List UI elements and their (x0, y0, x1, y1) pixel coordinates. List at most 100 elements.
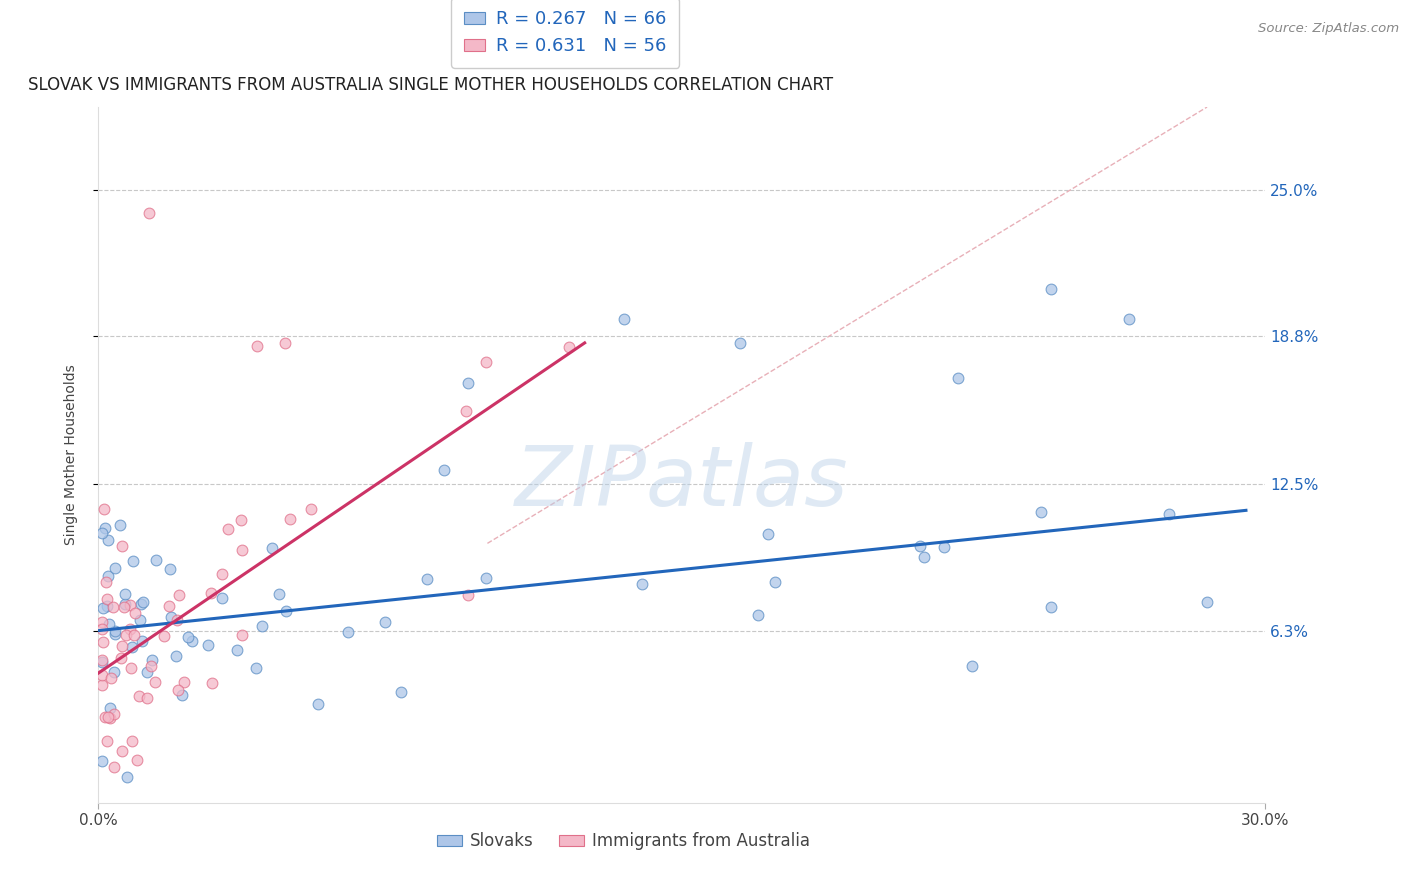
Point (91, 634, 114, 648)
Point (747, 607, 769, 622)
Point (226, 643, 249, 657)
Point (267, 587, 290, 601)
Point (1040, 282, 1063, 296)
Point (91, 655, 114, 669)
Point (104, 561, 127, 575)
Point (96, 592, 118, 607)
Point (91, 668, 114, 682)
Point (730, 335, 752, 350)
Point (245, 660, 267, 674)
Point (96, 575, 118, 590)
Point (136, 690, 159, 705)
Point (91, 615, 114, 629)
Point (1118, 312, 1140, 326)
Point (143, 675, 166, 690)
Point (173, 675, 195, 690)
Point (124, 606, 146, 620)
Text: ZIPatlas: ZIPatlas (515, 442, 849, 524)
Point (121, 640, 143, 654)
Point (166, 613, 188, 627)
Y-axis label: Single Mother Households: Single Mother Households (63, 365, 77, 545)
Point (1031, 505, 1053, 519)
Point (908, 539, 931, 553)
Point (416, 572, 439, 586)
Point (211, 591, 233, 606)
Point (93, 502, 115, 516)
Point (91, 622, 114, 636)
Point (211, 567, 233, 582)
Point (131, 595, 153, 609)
Point (103, 760, 125, 774)
Point (159, 562, 181, 576)
Point (1159, 508, 1181, 522)
Point (135, 665, 157, 679)
Point (94, 710, 117, 724)
Point (276, 604, 298, 618)
Point (246, 339, 269, 353)
Point (229, 513, 252, 527)
Point (457, 376, 479, 390)
Point (201, 675, 224, 690)
Point (613, 312, 636, 326)
Point (91, 525, 114, 540)
Point (112, 599, 135, 614)
Point (631, 577, 654, 591)
Point (100, 671, 122, 685)
Point (934, 540, 956, 554)
Point (167, 683, 190, 698)
Point (97, 616, 120, 631)
Point (120, 661, 142, 675)
Point (131, 633, 153, 648)
Point (131, 597, 153, 611)
Point (157, 599, 180, 613)
Point (433, 463, 456, 477)
Point (200, 586, 222, 600)
Point (94, 521, 117, 535)
Point (475, 572, 498, 586)
Point (97, 710, 120, 724)
Point (110, 651, 132, 665)
Point (181, 634, 204, 648)
Point (217, 522, 239, 536)
Point (91, 678, 114, 692)
Point (145, 553, 167, 567)
Point (108, 518, 131, 533)
Point (1195, 595, 1218, 609)
Point (948, 371, 970, 385)
Point (231, 628, 253, 642)
Point (165, 648, 187, 663)
Point (111, 539, 134, 553)
Point (337, 625, 360, 640)
Point (262, 541, 284, 556)
Point (118, 598, 141, 612)
Point (91, 601, 114, 615)
Point (114, 587, 136, 601)
Point (103, 707, 125, 722)
Point (457, 588, 479, 602)
Point (307, 698, 329, 712)
Point (129, 613, 152, 627)
Point (374, 615, 396, 630)
Point (98, 701, 121, 715)
Point (115, 628, 138, 642)
Point (159, 609, 181, 624)
Point (141, 653, 163, 667)
Point (197, 638, 219, 652)
Point (170, 688, 193, 702)
Point (250, 619, 273, 633)
Point (121, 734, 143, 748)
Point (557, 340, 579, 354)
Point (389, 685, 412, 699)
Point (231, 542, 253, 557)
Point (475, 355, 498, 369)
Point (176, 630, 198, 644)
Point (96, 599, 118, 614)
Point (111, 744, 134, 758)
Point (91, 755, 114, 769)
Point (299, 502, 322, 516)
Point (104, 626, 127, 640)
Point (756, 526, 779, 541)
Point (101, 600, 124, 615)
Text: SLOVAK VS IMMIGRANTS FROM AUSTRALIA SINGLE MOTHER HOUSEHOLDS CORRELATION CHART: SLOVAK VS IMMIGRANTS FROM AUSTRALIA SING… (28, 77, 834, 95)
Point (962, 658, 984, 673)
